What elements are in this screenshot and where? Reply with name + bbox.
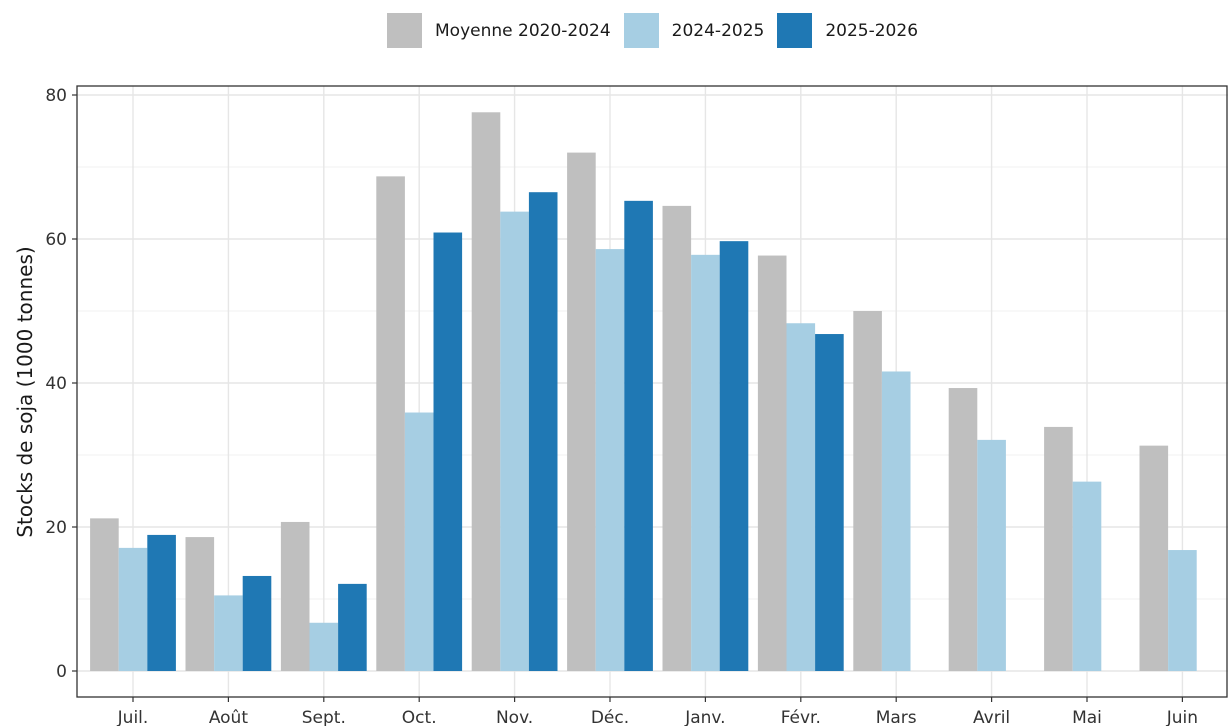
bar: [1044, 426, 1073, 671]
bar: [280, 521, 310, 671]
bar: [948, 388, 978, 671]
bar: [147, 534, 176, 671]
x-tick-label: Mai: [1072, 708, 1102, 726]
legend-swatch-2024-2025: [623, 13, 659, 48]
y-tick-label: 0: [56, 662, 67, 682]
bar: [595, 249, 625, 671]
bar: [433, 232, 463, 671]
y-tick-label: 60: [45, 230, 67, 250]
bar: [90, 518, 119, 671]
legend-item-moyenne: Moyenne 2020-2024: [387, 13, 611, 48]
axis-layer: 0 20 40 60 80 Juil. Août Sept. Oct. Nov. Déc. Janv.…: [45, 85, 1228, 726]
legend-swatch-2025-2026: [777, 13, 813, 48]
legend-label-moyenne: Moyenne 2020-2024: [435, 20, 611, 41]
legend-swatch-moyenne: [387, 13, 422, 48]
bar: [185, 537, 215, 671]
bar: [1072, 481, 1102, 671]
bar: [528, 192, 558, 671]
bar: [376, 176, 405, 672]
x-tick-label: Nov.: [496, 708, 533, 726]
bar: [624, 200, 653, 671]
bar: [977, 439, 1006, 671]
x-tick-label: Août: [209, 708, 249, 726]
bar: [404, 412, 434, 671]
y-tick-label: 40: [45, 374, 67, 394]
x-tick-label: Mars: [876, 708, 917, 726]
bar: [719, 241, 749, 671]
bar-layer: [90, 112, 1197, 672]
bar: [471, 112, 501, 671]
bar: [691, 254, 720, 671]
legend: Moyenne 2020-2024 2024-2025 2025-2026: [387, 13, 931, 48]
bar: [500, 211, 529, 671]
bar: [786, 323, 816, 671]
bar: [1139, 445, 1169, 671]
x-tick-label: Sept.: [302, 708, 346, 726]
x-tick-label: Févr.: [781, 708, 821, 726]
bar: [881, 371, 911, 671]
bar: [853, 311, 882, 671]
x-tick-label: Janv.: [684, 708, 725, 726]
panel-border: [76, 85, 1228, 698]
bar: [1168, 550, 1197, 671]
legend-label-2024-2025: 2024-2025: [671, 20, 765, 41]
y-tick-label: 20: [45, 518, 67, 538]
bar: [815, 334, 844, 671]
legend-item-2025-2026: 2025-2026: [777, 13, 918, 48]
y-tick-label: 80: [45, 86, 67, 106]
x-tick-label: Juil.: [117, 708, 149, 726]
bar: [757, 255, 787, 671]
legend-label-2025-2026: 2025-2026: [825, 20, 919, 41]
bar: [662, 205, 692, 671]
bar: [338, 583, 367, 671]
bar: [567, 152, 596, 672]
bar: [214, 595, 243, 671]
bar: [309, 622, 339, 671]
x-tick-label: Avril: [973, 708, 1010, 726]
x-tick-label: Oct.: [402, 708, 437, 726]
x-tick-label: Déc.: [591, 708, 629, 726]
bar: [118, 547, 148, 671]
bar: [242, 575, 272, 671]
legend-item-2024-2025: 2024-2025: [623, 13, 765, 48]
y-axis-title: Stocks de soja (1000 tonnes): [13, 246, 37, 537]
x-tick-label: Juin: [1166, 708, 1198, 726]
